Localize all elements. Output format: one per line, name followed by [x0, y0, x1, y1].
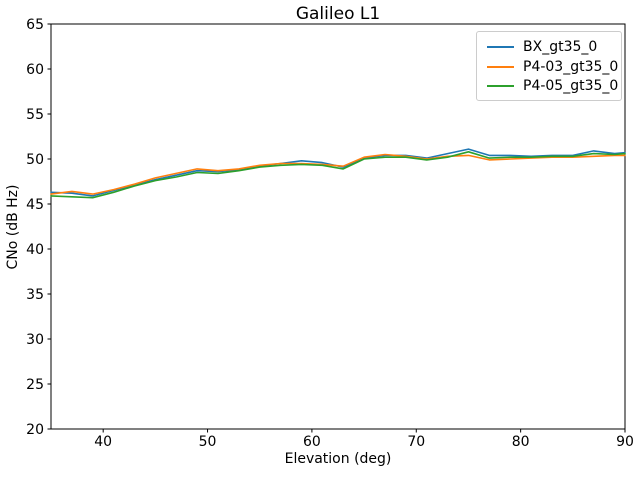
- y-tick-label: 65: [26, 17, 44, 33]
- x-tick-label: 80: [512, 434, 530, 450]
- legend-line-sample: [487, 85, 514, 88]
- y-tick-label: 40: [26, 242, 44, 258]
- x-tick-label: 60: [303, 434, 321, 450]
- y-tick-label: 55: [26, 107, 44, 123]
- chart-title: Galileo L1: [295, 4, 381, 24]
- y-tick-label: 60: [26, 62, 44, 78]
- y-tick-label: 50: [26, 152, 44, 168]
- legend-item-P4-03_gt35_0: P4-03_gt35_0: [487, 57, 618, 77]
- series-line-BX_gt35_0: [50, 148, 626, 197]
- y-tick-label: 25: [26, 377, 44, 393]
- y-tick-label: 20: [26, 422, 44, 438]
- axes-frame: [50, 23, 626, 430]
- legend-label: BX_gt35_0: [523, 38, 598, 55]
- legend: BX_gt35_0 P4-03_gt35_0 P4-05_gt35_0: [476, 31, 622, 101]
- x-tick-label: 90: [616, 434, 634, 450]
- legend-item-BX_gt35_0: BX_gt35_0: [487, 37, 613, 57]
- legend-label: P4-03_gt35_0: [523, 58, 619, 75]
- legend-label: P4-05_gt35_0: [523, 78, 619, 95]
- x-tick-label: 70: [407, 434, 425, 450]
- x-tick-label: 40: [94, 434, 112, 450]
- y-tick-label: 30: [26, 332, 44, 348]
- legend-line-sample: [487, 65, 514, 68]
- series-line-P4-03_gt35_0: [50, 153, 626, 195]
- y-tick-label: 45: [26, 197, 44, 213]
- series-line-P4-05_gt35_0: [50, 151, 626, 199]
- y-axis-label: CNo (dB Hz): [5, 184, 21, 270]
- x-tick-label: 50: [199, 434, 217, 450]
- y-tick-label: 35: [26, 287, 44, 303]
- legend-item-P4-05_gt35_0: P4-05_gt35_0: [487, 76, 618, 96]
- x-axis-label: Elevation (deg): [284, 451, 392, 467]
- legend-line-sample: [487, 45, 514, 48]
